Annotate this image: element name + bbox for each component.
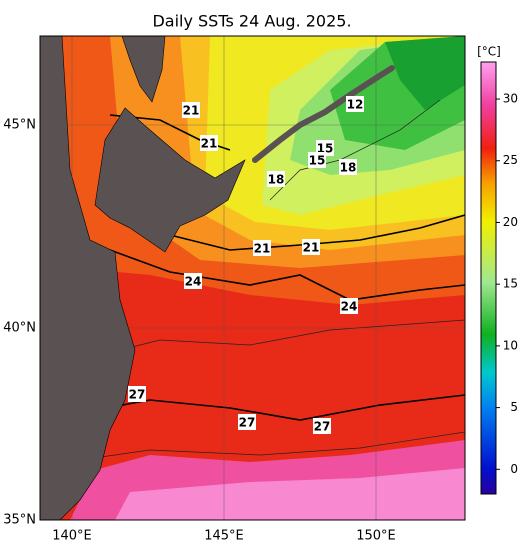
lon-label: 150°E <box>356 529 396 544</box>
colorbar-ticks: 0 5 10 15 20 25 30 <box>496 92 518 476</box>
contour-label-box <box>339 159 357 175</box>
colorbar-tick-label: 20 <box>503 215 518 229</box>
contour-label: 18 <box>268 173 285 187</box>
contour-label-box <box>238 414 256 430</box>
contour-label: 27 <box>129 388 146 402</box>
contour-label-box <box>346 96 364 112</box>
contour-label: 12 <box>347 98 364 112</box>
contour-label: 18 <box>340 161 357 175</box>
colorbar-tick-label: 10 <box>503 338 518 352</box>
contour-label-box <box>267 171 285 187</box>
contour-label-box <box>302 239 320 255</box>
contour-label-box <box>200 135 218 151</box>
contour-label-box <box>313 418 331 434</box>
colorbar-tick-label: 0 <box>510 462 518 476</box>
sst-field <box>40 36 465 520</box>
contour-label-box <box>182 102 200 118</box>
contour-label: 21 <box>303 241 320 255</box>
lon-label: 145°E <box>204 529 244 544</box>
contour-label-box <box>128 386 146 402</box>
contour-label-box <box>184 273 202 289</box>
contour-label: 27 <box>314 420 331 434</box>
contour-label-box <box>340 298 358 314</box>
contour-label: 24 <box>341 300 358 314</box>
contour-label-box <box>308 152 326 168</box>
contour-label: 21 <box>201 137 218 151</box>
lon-label: 140°E <box>52 529 92 544</box>
lat-label: 45°N <box>3 118 36 133</box>
colorbar-unit: [°C] <box>477 45 501 59</box>
contour-label: 21 <box>183 104 200 118</box>
colorbar-tick-label: 25 <box>503 153 518 167</box>
contour-label: 27 <box>239 416 256 430</box>
contour-label: 21 <box>254 242 271 256</box>
lat-label: 40°N <box>3 321 36 336</box>
colorbar-tick-label: 30 <box>503 92 518 106</box>
lat-label: 35°N <box>3 513 36 528</box>
contour-label: 15 <box>309 154 326 168</box>
colorbar-tick-label: 5 <box>510 400 518 414</box>
map-frame <box>39 35 466 521</box>
contour-label-box <box>253 240 271 256</box>
colorbar-tick-label: 15 <box>503 277 518 291</box>
colorbar <box>480 61 497 495</box>
map-title: Daily SSTs 24 Aug. 2025. <box>152 12 351 31</box>
contour-label: 24 <box>185 275 202 289</box>
